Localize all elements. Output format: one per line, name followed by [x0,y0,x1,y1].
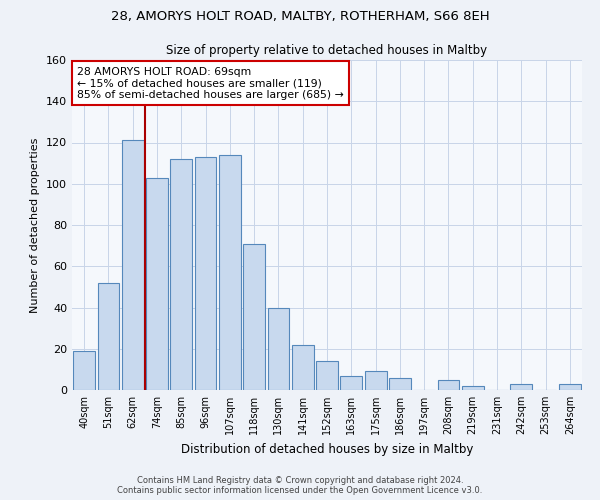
Title: Size of property relative to detached houses in Maltby: Size of property relative to detached ho… [166,44,488,58]
Bar [340,376,362,390]
Bar [194,157,217,390]
Y-axis label: Number of detached properties: Number of detached properties [31,138,40,312]
X-axis label: Distribution of detached houses by size in Maltby: Distribution of detached houses by size … [181,442,473,456]
Bar [292,344,314,390]
Bar [389,378,411,390]
Bar [243,244,265,390]
Bar [73,351,95,390]
Text: Contains HM Land Registry data © Crown copyright and database right 2024.
Contai: Contains HM Land Registry data © Crown c… [118,476,482,495]
Bar [365,372,386,390]
Bar [97,283,119,390]
Bar [146,178,168,390]
Bar [437,380,460,390]
Bar [122,140,143,390]
Bar [462,386,484,390]
Text: 28 AMORYS HOLT ROAD: 69sqm
← 15% of detached houses are smaller (119)
85% of sem: 28 AMORYS HOLT ROAD: 69sqm ← 15% of deta… [77,66,344,100]
Bar [316,361,338,390]
Text: 28, AMORYS HOLT ROAD, MALTBY, ROTHERHAM, S66 8EH: 28, AMORYS HOLT ROAD, MALTBY, ROTHERHAM,… [110,10,490,23]
Bar [268,308,289,390]
Bar [219,155,241,390]
Bar [511,384,532,390]
Bar [170,159,192,390]
Bar [559,384,581,390]
